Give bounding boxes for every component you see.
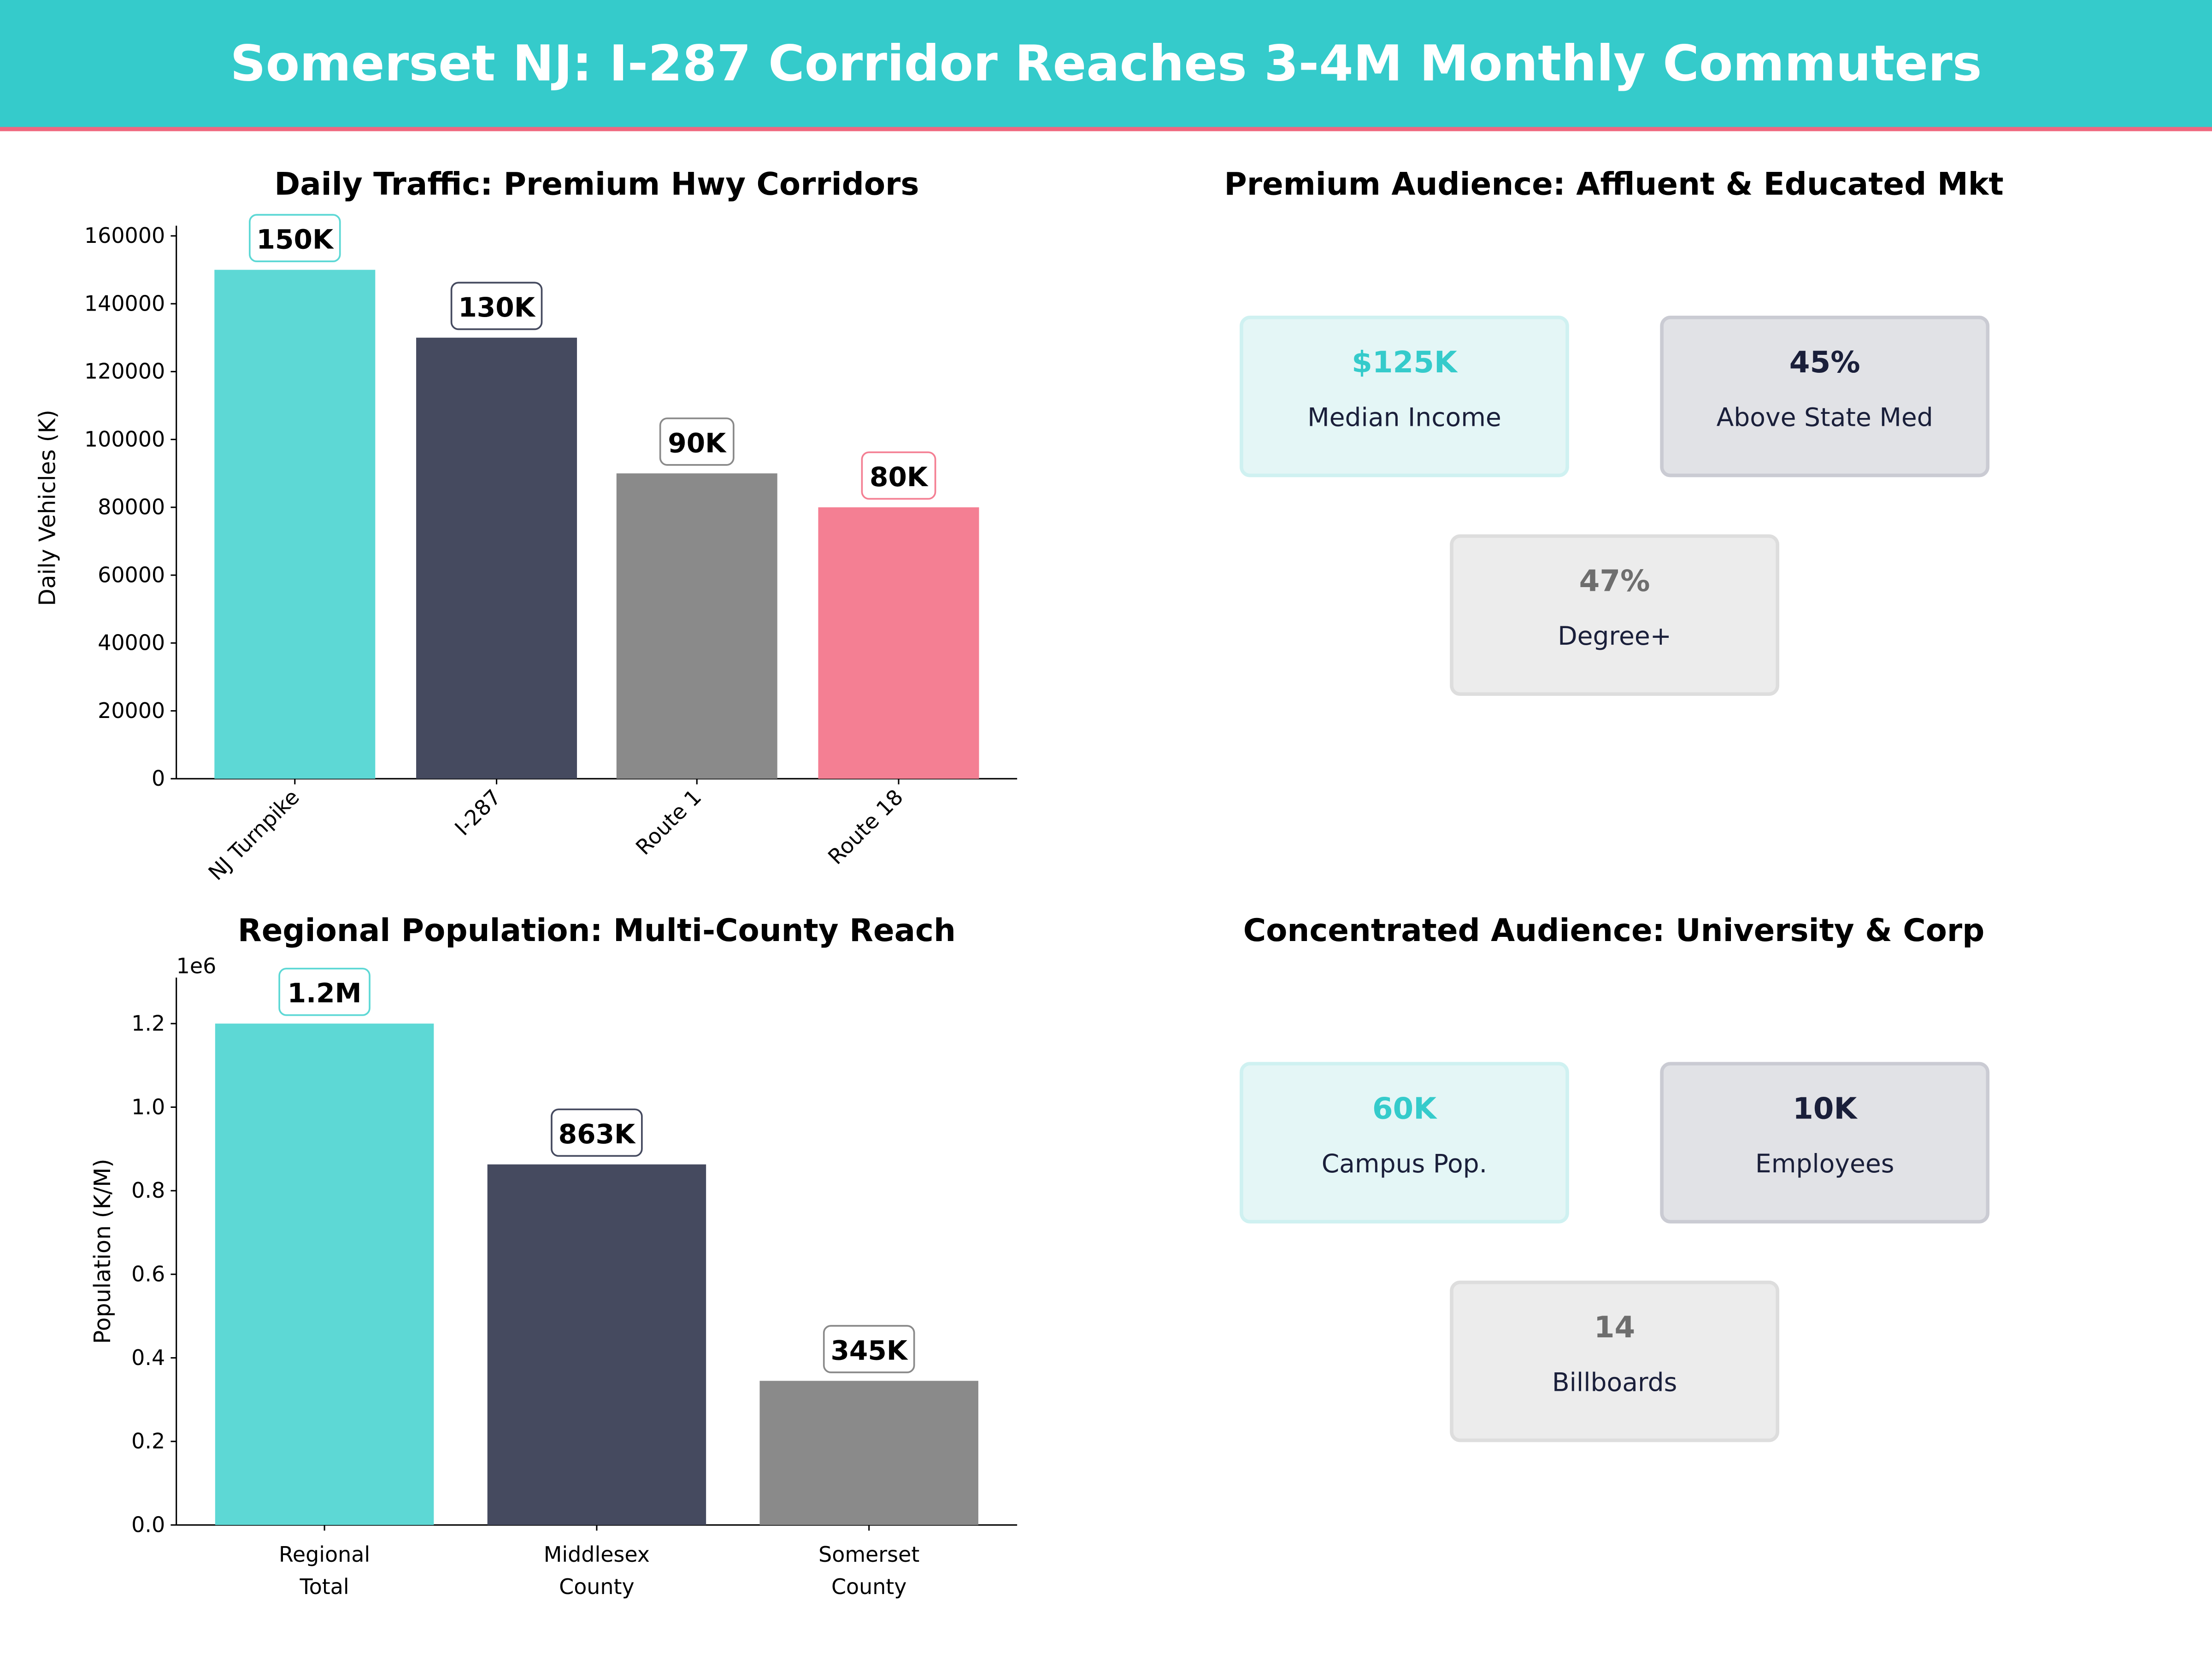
stat-card: 60K Campus Pop. bbox=[1240, 1062, 1569, 1224]
y-tick-label: 0 bbox=[152, 766, 165, 791]
y-tick-label: 160000 bbox=[84, 223, 165, 248]
offset-text: 1e6 bbox=[176, 953, 217, 978]
y-tick-label: 1.2 bbox=[131, 1011, 165, 1035]
stat-card: 45% Above State Med bbox=[1660, 315, 1990, 477]
y-axis-label: Daily Vehicles (K) bbox=[34, 410, 60, 606]
stat-label: Campus Pop. bbox=[1322, 1149, 1487, 1178]
x-tick-label: County bbox=[831, 1574, 906, 1599]
stat-value: 10K bbox=[1793, 1092, 1858, 1126]
stat-value: 14 bbox=[1594, 1310, 1635, 1345]
stat-label: Billboards bbox=[1552, 1367, 1677, 1397]
header-bar bbox=[0, 0, 2212, 129]
y-tick-label: 140000 bbox=[84, 291, 165, 316]
x-tick-label: Regional bbox=[279, 1542, 370, 1567]
premium-audience-panel: Premium Audience: Affluent & Educated Mk… bbox=[1224, 165, 2004, 696]
y-tick-label: 0.0 bbox=[131, 1512, 165, 1537]
x-tick-label: Route 18 bbox=[823, 784, 908, 869]
bar bbox=[416, 337, 577, 779]
stat-card-background bbox=[1240, 315, 1569, 477]
data-label-box bbox=[450, 282, 543, 330]
stat-card-background bbox=[1240, 1062, 1569, 1224]
bar bbox=[818, 507, 979, 779]
stat-value: 60K bbox=[1372, 1092, 1437, 1126]
data-label-box bbox=[249, 214, 341, 262]
x-tick-label: Route 1 bbox=[631, 784, 706, 859]
y-axis-label: Population (K/M) bbox=[89, 1159, 116, 1344]
x-tick-label: I-287 bbox=[450, 784, 506, 840]
y-tick-label: 80000 bbox=[98, 494, 165, 519]
stat-card: $125K Median Income bbox=[1240, 315, 1569, 477]
stat-label: Above State Med bbox=[1717, 402, 1933, 432]
stat-value: $125K bbox=[1352, 345, 1458, 380]
bar bbox=[214, 270, 376, 779]
y-tick-label: 100000 bbox=[84, 427, 165, 452]
y-tick-label: 40000 bbox=[98, 630, 165, 655]
stat-card-background bbox=[1660, 1062, 1990, 1224]
y-tick-label: 1.0 bbox=[131, 1094, 165, 1119]
y-tick-label: 0.8 bbox=[131, 1178, 165, 1203]
stat-card-background bbox=[1450, 1280, 1779, 1442]
stat-card-background bbox=[1450, 534, 1779, 696]
regional-population-chart: Regional Population: Multi-County Reach … bbox=[89, 912, 1018, 1599]
x-tick-label: Somerset bbox=[818, 1542, 919, 1567]
data-label-box bbox=[823, 1325, 915, 1373]
bar bbox=[487, 1164, 706, 1525]
stat-card-background bbox=[1660, 315, 1990, 477]
stat-value: 45% bbox=[1789, 345, 1860, 380]
x-tick-label: NJ Turnpike bbox=[203, 784, 304, 885]
stat-card: 10K Employees bbox=[1660, 1062, 1990, 1224]
data-label: 150K bbox=[257, 224, 334, 255]
panel-title: Concentrated Audience: University & Corp bbox=[1243, 912, 1985, 948]
data-label: 863K bbox=[559, 1118, 636, 1150]
data-label: 90K bbox=[668, 427, 727, 459]
bar bbox=[215, 1024, 434, 1525]
panel-title: Premium Audience: Affluent & Educated Mk… bbox=[1224, 165, 2003, 202]
y-tick-label: 20000 bbox=[98, 698, 165, 723]
bar bbox=[759, 1381, 978, 1525]
data-label: 80K bbox=[870, 461, 929, 493]
data-label-box bbox=[659, 417, 735, 466]
stat-label: Median Income bbox=[1307, 402, 1501, 432]
y-tick-label: 0.2 bbox=[131, 1429, 165, 1453]
bar bbox=[616, 473, 777, 779]
y-tick-label: 120000 bbox=[84, 359, 165, 384]
stat-label: Degree+ bbox=[1558, 621, 1671, 651]
data-label: 1.2M bbox=[288, 977, 362, 1009]
concentrated-audience-panel: Concentrated Audience: University & Corp… bbox=[1240, 912, 1990, 1442]
data-label-box bbox=[551, 1108, 643, 1157]
chart-title: Daily Traffic: Premium Hwy Corridors bbox=[274, 165, 919, 202]
stat-value: 47% bbox=[1579, 564, 1650, 599]
x-tick-label: Total bbox=[299, 1574, 349, 1599]
y-tick-label: 0.4 bbox=[131, 1345, 165, 1370]
stat-card: 47% Degree+ bbox=[1450, 534, 1779, 696]
daily-traffic-chart: Daily Traffic: Premium Hwy Corridors Dai… bbox=[34, 165, 1018, 885]
stat-card: 14 Billboards bbox=[1450, 1280, 1779, 1442]
data-label-box bbox=[278, 967, 371, 1016]
x-tick-label: Middlesex bbox=[544, 1542, 650, 1567]
page-title: Somerset NJ: I-287 Corridor Reaches 3-4M… bbox=[230, 35, 1982, 92]
header-accent-line bbox=[0, 127, 2212, 131]
data-label: 345K bbox=[830, 1335, 908, 1366]
stat-label: Employees bbox=[1755, 1149, 1894, 1178]
x-tick-label: County bbox=[559, 1574, 635, 1599]
data-label: 130K bbox=[458, 292, 535, 323]
y-tick-label: 60000 bbox=[98, 562, 165, 587]
chart-title: Regional Population: Multi-County Reach bbox=[238, 912, 956, 948]
y-tick-label: 0.6 bbox=[131, 1261, 165, 1286]
data-label-box bbox=[861, 451, 936, 500]
